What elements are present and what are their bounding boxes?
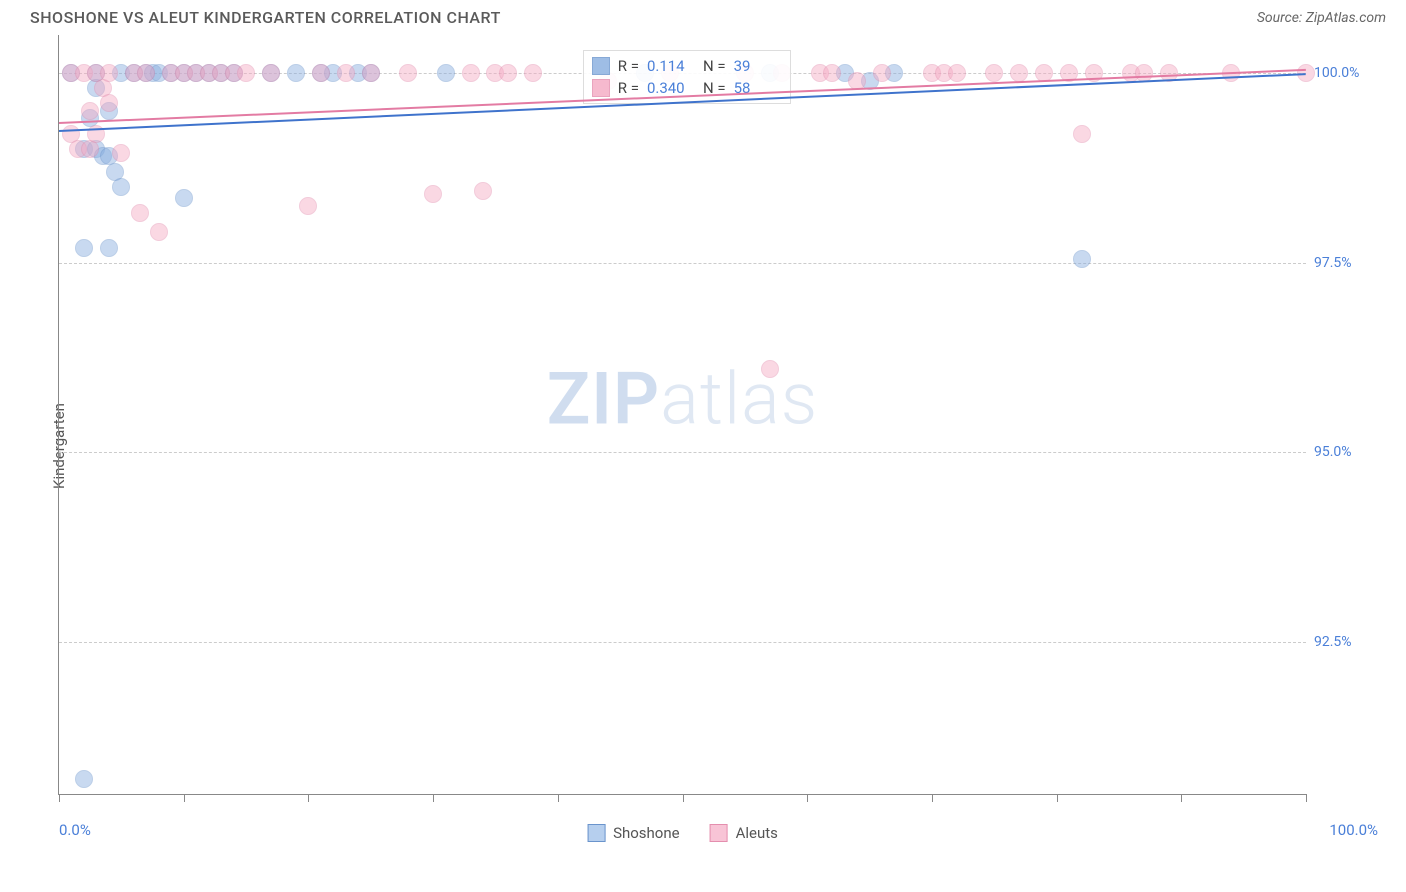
chart-title: SHOSHONE VS ALEUT KINDERGARTEN CORRELATI… xyxy=(30,8,501,27)
stats-row: R = 0.114 N = 39 xyxy=(592,55,782,77)
data-point xyxy=(81,102,99,120)
legend-item: Shoshone xyxy=(587,824,680,842)
x-tick xyxy=(1306,794,1307,802)
data-point xyxy=(524,64,542,82)
data-point xyxy=(462,64,480,82)
n-value: 39 xyxy=(734,57,782,75)
r-value: 0.114 xyxy=(647,57,695,75)
data-point xyxy=(75,770,93,788)
data-point xyxy=(112,178,130,196)
x-tick xyxy=(932,794,933,802)
data-point xyxy=(337,64,355,82)
data-point xyxy=(424,185,442,203)
x-tick xyxy=(184,794,185,802)
x-tick xyxy=(1181,794,1182,802)
data-point xyxy=(362,64,380,82)
x-tick xyxy=(558,794,559,802)
data-point xyxy=(100,239,118,257)
x-tick xyxy=(433,794,434,802)
data-point xyxy=(399,64,417,82)
x-min-label: 0.0% xyxy=(59,821,91,839)
r-label: R = xyxy=(618,79,639,97)
x-tick xyxy=(59,794,60,802)
data-point xyxy=(1073,250,1091,268)
series-swatch xyxy=(592,79,610,97)
data-point xyxy=(1010,64,1028,82)
data-point xyxy=(948,64,966,82)
data-point xyxy=(312,64,330,82)
x-tick xyxy=(683,794,684,802)
gridline xyxy=(59,452,1306,453)
legend-swatch xyxy=(587,824,605,842)
chart-source: Source: ZipAtlas.com xyxy=(1257,10,1386,26)
legend-label: Shoshone xyxy=(613,824,680,842)
gridline xyxy=(59,642,1306,643)
data-point xyxy=(237,64,255,82)
data-point xyxy=(100,94,118,112)
n-label: N = xyxy=(703,57,726,75)
data-point xyxy=(262,64,280,82)
data-point xyxy=(299,197,317,215)
plot-area: ZIPatlas 92.5%95.0%97.5%100.0%0.0%100.0%… xyxy=(58,35,1306,795)
y-tick-label: 95.0% xyxy=(1314,444,1384,460)
watermark-bold: ZIP xyxy=(547,357,660,442)
chart-header: SHOSHONE VS ALEUT KINDERGARTEN CORRELATI… xyxy=(0,0,1406,35)
y-tick-label: 100.0% xyxy=(1314,65,1384,81)
plot-container: ZIPatlas 92.5%95.0%97.5%100.0%0.0%100.0%… xyxy=(58,35,1386,795)
data-point xyxy=(131,204,149,222)
x-tick xyxy=(807,794,808,802)
data-point xyxy=(137,64,155,82)
legend-label: Aleuts xyxy=(736,824,778,842)
y-tick-label: 97.5% xyxy=(1314,255,1384,271)
data-point xyxy=(175,189,193,207)
data-point xyxy=(1073,125,1091,143)
data-point xyxy=(437,64,455,82)
legend: Shoshone Aleuts xyxy=(587,824,778,842)
data-point xyxy=(761,360,779,378)
watermark-light: atlas xyxy=(660,357,818,442)
legend-item: Aleuts xyxy=(710,824,778,842)
data-point xyxy=(474,182,492,200)
data-point xyxy=(150,223,168,241)
gridline xyxy=(59,263,1306,264)
data-point xyxy=(75,239,93,257)
data-point xyxy=(112,144,130,162)
series-swatch xyxy=(592,57,610,75)
data-point xyxy=(499,64,517,82)
y-tick-label: 92.5% xyxy=(1314,634,1384,650)
x-tick xyxy=(308,794,309,802)
data-point xyxy=(823,64,841,82)
data-point xyxy=(287,64,305,82)
x-max-label: 100.0% xyxy=(1329,821,1378,839)
data-point xyxy=(985,64,1003,82)
legend-swatch xyxy=(710,824,728,842)
data-point xyxy=(873,64,891,82)
data-point xyxy=(100,64,118,82)
x-tick xyxy=(1057,794,1058,802)
r-label: R = xyxy=(618,57,639,75)
